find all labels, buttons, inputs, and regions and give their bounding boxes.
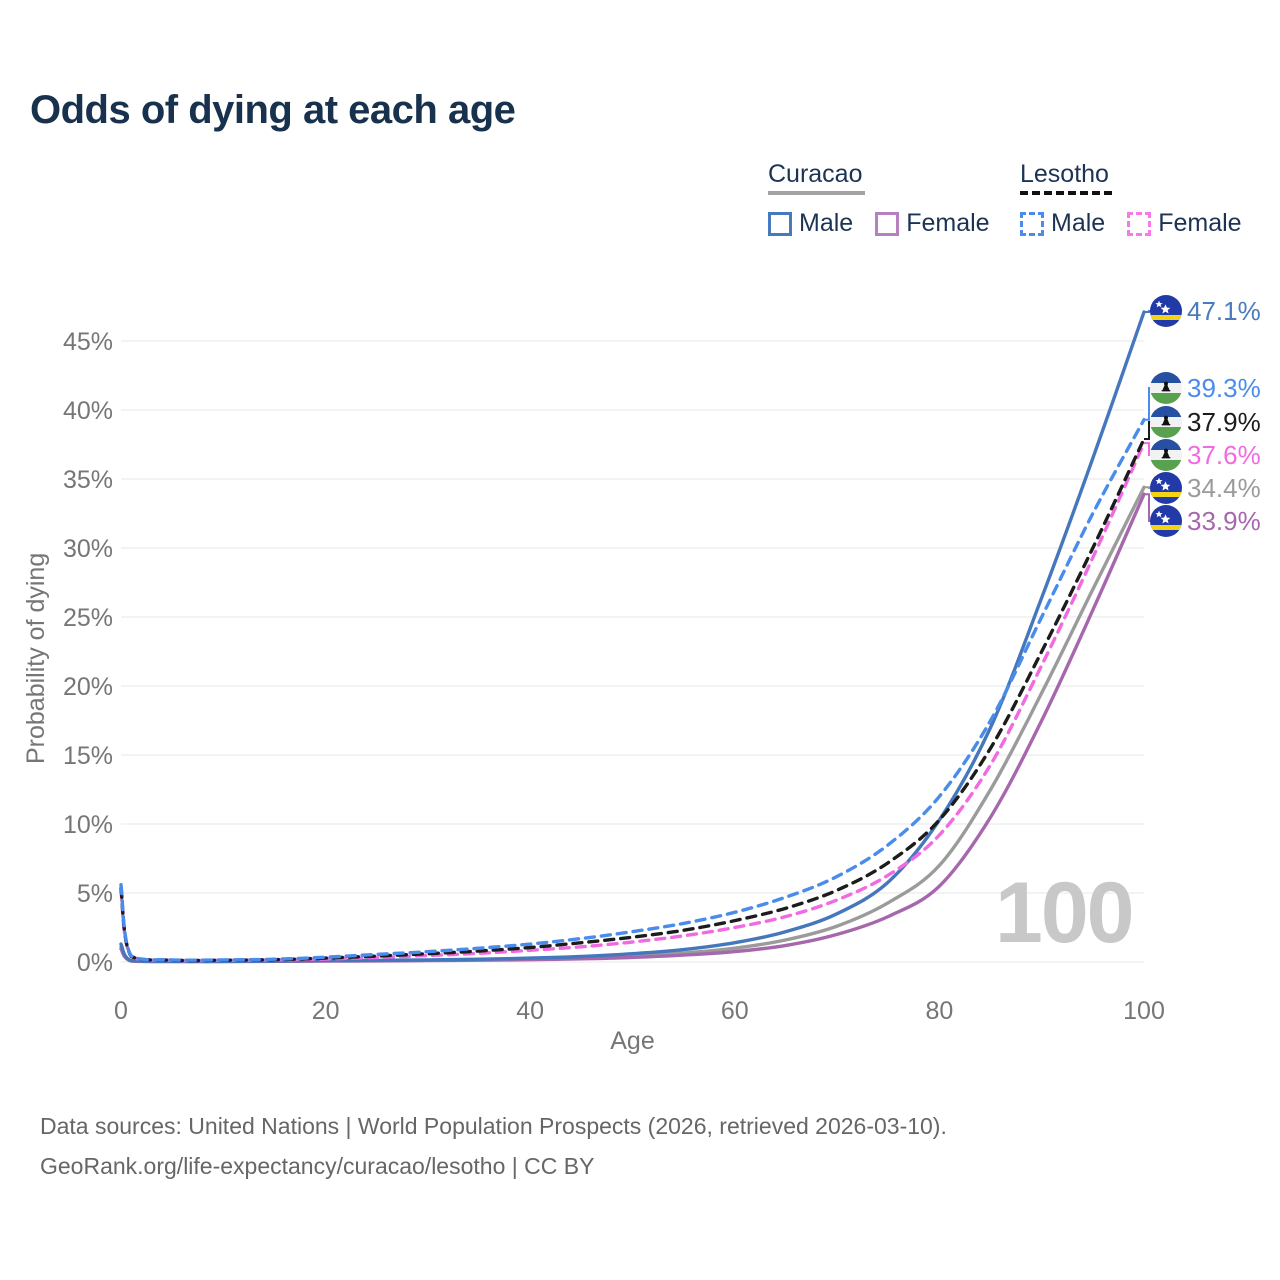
lesotho-male-swatch-icon (1020, 211, 1044, 236)
end-label-curacao-female: 33.9% (1150, 504, 1261, 538)
x-tick-label: 0 (114, 997, 128, 1025)
curacao-female-swatch-icon (875, 211, 900, 236)
attribution-line: GeoRank.org/life-expectancy/curacao/leso… (40, 1153, 595, 1179)
y-tick-label: 5% (77, 880, 113, 908)
series-line-lesotho-female (119, 441, 1146, 963)
curacao-flag-icon (1150, 472, 1182, 504)
end-label-curacao-both: 34.4% (1150, 471, 1261, 505)
series-line-lesotho-male (119, 418, 1146, 962)
y-tick-label: 0% (77, 949, 113, 977)
curacao-flag-icon (1150, 505, 1182, 537)
lesotho-flag-icon (1150, 372, 1182, 404)
page-title: Odds of dying at each age (30, 88, 516, 132)
y-tick-label: 30% (63, 535, 113, 563)
age-counter-watermark: 100 (995, 865, 1134, 961)
legend-country-lesotho: Lesotho (1020, 160, 1109, 188)
legend-group-lesotho: Lesotho Male Female (1020, 161, 1264, 238)
y-tick-label: 25% (63, 604, 113, 632)
data-sources-line: Data sources: United Nations | World Pop… (40, 1113, 947, 1139)
end-label-curacao-male: 47.1% (1150, 294, 1261, 328)
y-tick-label: 10% (63, 811, 113, 839)
footer: Data sources: United Nations | World Pop… (40, 1106, 947, 1186)
end-label-lesotho-both: 37.9% (1150, 405, 1261, 439)
end-label-lesotho-male: 39.3% (1150, 371, 1261, 405)
y-axis-title: Probability of dying (22, 553, 50, 764)
x-tick-label: 100 (1123, 997, 1165, 1025)
lesotho-female-swatch-icon (1127, 211, 1152, 236)
x-tick-label: 40 (516, 997, 544, 1025)
x-axis-title: Age (610, 1027, 654, 1055)
y-tick-label: 20% (63, 673, 113, 701)
legend-underline-dashed (1020, 191, 1112, 195)
end-label-lesotho-female: 37.6% (1150, 438, 1261, 472)
y-tick-label: 45% (63, 328, 113, 356)
y-tick-label: 35% (63, 466, 113, 494)
y-tick-label: 15% (63, 742, 113, 770)
lesotho-flag-icon (1150, 406, 1182, 438)
lesotho-flag-icon (1150, 439, 1182, 471)
curacao-male-swatch-icon (768, 211, 792, 236)
x-tick-label: 80 (925, 997, 953, 1025)
x-tick-label: 20 (312, 997, 340, 1025)
legend-item-curacao-male[interactable]: Male (768, 209, 853, 238)
legend-item-curacao-female[interactable]: Female (875, 209, 990, 238)
curacao-flag-icon (1150, 295, 1182, 327)
legend-group-curacao: Curacao Male Female (768, 161, 1012, 238)
legend-item-lesotho-female[interactable]: Female (1127, 209, 1242, 238)
series-line-lesotho-both-sexes (119, 437, 1146, 963)
legend-underline-solid (768, 191, 865, 195)
x-tick-label: 60 (721, 997, 749, 1025)
legend-country-curacao: Curacao (768, 160, 863, 188)
legend-item-lesotho-male[interactable]: Male (1020, 209, 1105, 238)
y-tick-label: 40% (63, 397, 113, 425)
